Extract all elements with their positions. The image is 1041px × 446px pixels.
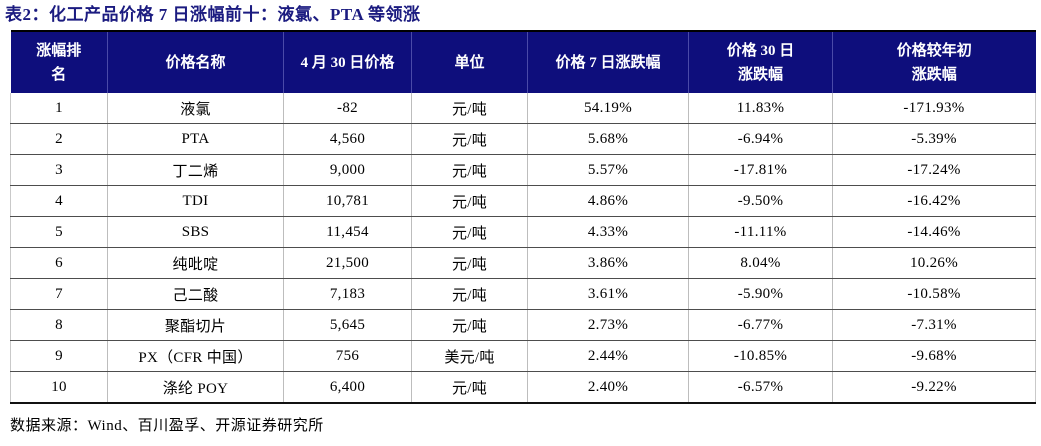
cell-chg-7d: 3.61% (527, 278, 689, 310)
cell-unit: 元/吨 (411, 123, 528, 155)
cell-rank: 3 (10, 154, 108, 186)
cell-unit: 元/吨 (411, 278, 528, 310)
cell-rank: 8 (10, 309, 108, 341)
cell-price: 21,500 (283, 247, 412, 279)
cell-chg-30d: -6.77% (688, 309, 833, 341)
cell-name: 丁二烯 (107, 154, 284, 186)
cell-chg-ytd: 10.26% (832, 247, 1036, 279)
table-row: 10 涤纶 POY 6,400 元/吨 2.40% -6.57% -9.22% (10, 371, 1036, 404)
cell-chg-ytd: -9.68% (832, 340, 1036, 372)
cell-chg-7d: 4.33% (527, 216, 689, 248)
page-title: 表2：化工产品价格 7 日涨幅前十：液氯、PTA 等领涨 (5, 5, 421, 24)
table-row: 5 SBS 11,454 元/吨 4.33% -11.11% -14.46% (10, 216, 1036, 248)
table-row: 1 液氯 -82 元/吨 54.19% 11.83% -171.93% (10, 93, 1036, 124)
cell-chg-ytd: -17.24% (832, 154, 1036, 186)
cell-rank: 10 (10, 371, 108, 404)
table-header: 涨幅排 名 价格名称 4 月 30 日价格 单位 价格 7 日涨跌幅 价格 30… (10, 30, 1036, 93)
cell-chg-30d: -9.50% (688, 185, 833, 217)
cell-unit: 元/吨 (411, 309, 528, 341)
cell-chg-7d: 4.86% (527, 185, 689, 217)
cell-name: 液氯 (107, 93, 284, 124)
cell-chg-30d: -17.81% (688, 154, 833, 186)
cell-chg-ytd: -14.46% (832, 216, 1036, 248)
col-header-chg-7d: 价格 7 日涨跌幅 (527, 30, 689, 93)
cell-price: -82 (283, 93, 412, 124)
cell-chg-7d: 54.19% (527, 93, 689, 124)
cell-chg-7d: 2.44% (527, 340, 689, 372)
header-row: 涨幅排 名 价格名称 4 月 30 日价格 单位 价格 7 日涨跌幅 价格 30… (10, 30, 1036, 93)
col-header-chg-30d: 价格 30 日 涨跌幅 (688, 30, 833, 93)
cell-chg-ytd: -5.39% (832, 123, 1036, 155)
cell-unit: 元/吨 (411, 247, 528, 279)
table-row: 7 己二酸 7,183 元/吨 3.61% -5.90% -10.58% (10, 278, 1036, 310)
cell-chg-7d: 3.86% (527, 247, 689, 279)
cell-chg-30d: -5.90% (688, 278, 833, 310)
table-row: 4 TDI 10,781 元/吨 4.86% -9.50% -16.42% (10, 185, 1036, 217)
cell-chg-7d: 5.68% (527, 123, 689, 155)
cell-name: TDI (107, 185, 284, 217)
cell-price: 4,560 (283, 123, 412, 155)
cell-unit: 元/吨 (411, 93, 528, 124)
data-source-note: 数据来源：Wind、百川盈孚、开源证券研究所 (10, 418, 324, 434)
cell-name: SBS (107, 216, 284, 248)
cell-unit: 元/吨 (411, 371, 528, 404)
cell-price: 11,454 (283, 216, 412, 248)
cell-price: 10,781 (283, 185, 412, 217)
cell-price: 756 (283, 340, 412, 372)
cell-chg-7d: 2.73% (527, 309, 689, 341)
cell-rank: 5 (10, 216, 108, 248)
cell-chg-30d: 11.83% (688, 93, 833, 124)
table-row: 6 纯吡啶 21,500 元/吨 3.86% 8.04% 10.26% (10, 247, 1036, 279)
cell-chg-30d: -10.85% (688, 340, 833, 372)
cell-rank: 7 (10, 278, 108, 310)
cell-rank: 4 (10, 185, 108, 217)
col-header-rank: 涨幅排 名 (10, 30, 108, 93)
cell-name: PX（CFR 中国） (107, 340, 284, 372)
cell-chg-ytd: -171.93% (832, 93, 1036, 124)
cell-chg-30d: -6.94% (688, 123, 833, 155)
cell-unit: 元/吨 (411, 185, 528, 217)
cell-chg-30d: -11.11% (688, 216, 833, 248)
cell-chg-ytd: -10.58% (832, 278, 1036, 310)
cell-chg-ytd: -9.22% (832, 371, 1036, 404)
cell-chg-ytd: -16.42% (832, 185, 1036, 217)
cell-unit: 元/吨 (411, 154, 528, 186)
cell-rank: 9 (10, 340, 108, 372)
cell-name: PTA (107, 123, 284, 155)
cell-chg-ytd: -7.31% (832, 309, 1036, 341)
table-row: 3 丁二烯 9,000 元/吨 5.57% -17.81% -17.24% (10, 154, 1036, 186)
table-body: 1 液氯 -82 元/吨 54.19% 11.83% -171.93% 2 PT… (10, 93, 1036, 404)
cell-unit: 元/吨 (411, 216, 528, 248)
cell-rank: 6 (10, 247, 108, 279)
cell-name: 涤纶 POY (107, 371, 284, 404)
cell-price: 6,400 (283, 371, 412, 404)
cell-chg-7d: 2.40% (527, 371, 689, 404)
cell-name: 聚酯切片 (107, 309, 284, 341)
cell-chg-30d: 8.04% (688, 247, 833, 279)
cell-rank: 1 (10, 93, 108, 124)
table-row: 9 PX（CFR 中国） 756 美元/吨 2.44% -10.85% -9.6… (10, 340, 1036, 372)
col-header-name: 价格名称 (107, 30, 284, 93)
cell-name: 己二酸 (107, 278, 284, 310)
cell-chg-30d: -6.57% (688, 371, 833, 404)
cell-price: 7,183 (283, 278, 412, 310)
col-header-chg-ytd: 价格较年初 涨跌幅 (832, 30, 1036, 93)
table-row: 8 聚酯切片 5,645 元/吨 2.73% -6.77% -7.31% (10, 309, 1036, 341)
cell-unit: 美元/吨 (411, 340, 528, 372)
chemical-price-table: 涨幅排 名 价格名称 4 月 30 日价格 单位 价格 7 日涨跌幅 价格 30… (10, 30, 1036, 404)
col-header-unit: 单位 (411, 30, 528, 93)
cell-name: 纯吡啶 (107, 247, 284, 279)
cell-price: 5,645 (283, 309, 412, 341)
cell-chg-7d: 5.57% (527, 154, 689, 186)
cell-price: 9,000 (283, 154, 412, 186)
table-row: 2 PTA 4,560 元/吨 5.68% -6.94% -5.39% (10, 123, 1036, 155)
cell-rank: 2 (10, 123, 108, 155)
col-header-price: 4 月 30 日价格 (283, 30, 412, 93)
